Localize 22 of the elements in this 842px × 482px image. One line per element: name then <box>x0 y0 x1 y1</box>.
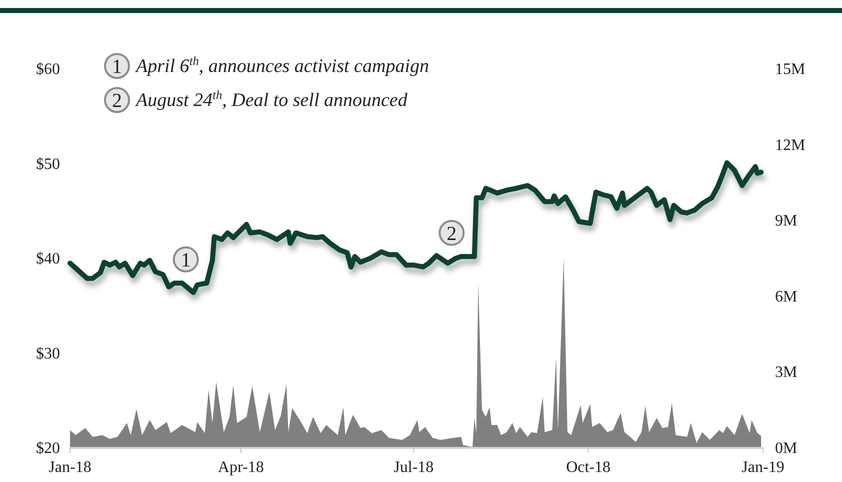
y2-tick-label: 3M <box>775 364 798 382</box>
y-tick-label: $20 <box>36 440 60 457</box>
x-tick-label: Jan-19 <box>742 459 784 476</box>
y-tick-label: $40 <box>36 250 60 268</box>
x-tick-label: Apr-18 <box>218 459 264 476</box>
text: 2 <box>112 90 122 112</box>
y2-tick-label: 9M <box>775 212 798 230</box>
x-tick-label: Oct-18 <box>566 459 611 476</box>
annotation: 2 <box>446 222 457 245</box>
text: 1 <box>112 56 122 78</box>
annotation: April 6$^{th}$, announces activist campaign <box>134 54 429 77</box>
y2-tick-label: 6M <box>775 288 798 306</box>
y-tick-label: $60 <box>36 61 60 78</box>
x-tick-label: Jan-18 <box>48 459 92 476</box>
annotation: 1 <box>180 249 191 272</box>
y2-tick-label: 0M <box>775 440 798 457</box>
y-tick-label: $30 <box>36 345 60 362</box>
y-tick-label: $50 <box>36 156 60 173</box>
x-tick-label: Jul-18 <box>394 459 434 476</box>
y2-tick-label: 15M <box>775 61 806 78</box>
y2-tick-label: 12M <box>775 136 806 154</box>
annotation: August 24$^{th}$, Deal to sell announced <box>134 88 408 111</box>
